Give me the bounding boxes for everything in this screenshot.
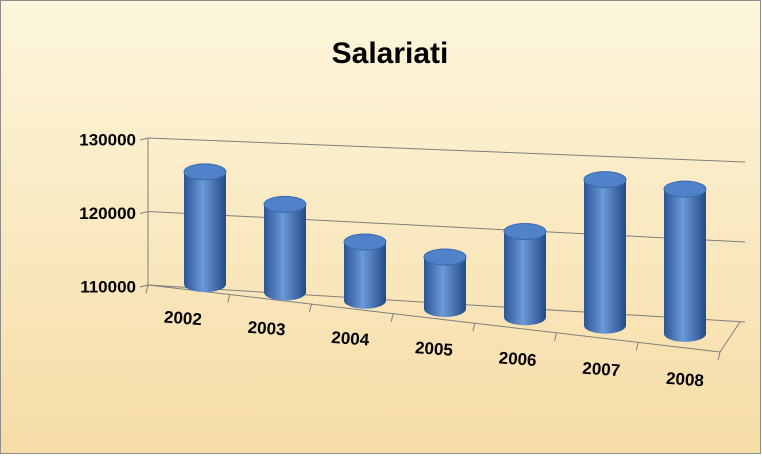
tick-mark (139, 211, 149, 214)
bar-top (503, 222, 547, 240)
bar-top (343, 233, 387, 251)
y-tick-label: 110000 (80, 277, 136, 296)
bar (584, 179, 626, 334)
bar-top (183, 163, 227, 181)
bar (424, 257, 466, 317)
bar-top (663, 180, 707, 198)
x-tick-mark (308, 304, 312, 313)
floor-edge (147, 284, 721, 353)
x-tick-mark (145, 284, 149, 294)
x-tick-mark (717, 351, 721, 361)
x-tick-label: 2007 (582, 359, 621, 381)
bar-top (423, 248, 467, 266)
bar-top (583, 171, 627, 189)
grid-line (147, 211, 746, 243)
chart-title: Salariati (332, 37, 449, 70)
tick-mark (139, 137, 149, 141)
x-tick-mark (390, 313, 394, 322)
bar (184, 171, 226, 293)
bar (264, 204, 306, 301)
tick-mark (139, 284, 149, 288)
y-tick-label: 120000 (79, 204, 136, 223)
bar (504, 231, 546, 326)
x-tick-label: 2008 (665, 369, 704, 391)
x-tick-label: 2005 (414, 338, 453, 360)
y-tick-label: 130000 (79, 130, 136, 149)
bar (344, 242, 386, 309)
x-tick-mark (554, 332, 558, 341)
x-tick-label: 2002 (163, 308, 202, 330)
grid-line (147, 137, 746, 163)
x-tick-label: 2006 (498, 348, 537, 370)
bar (664, 189, 706, 342)
plot-area: 110000 120000 130000 2002 2003 2004 2005 2006 20… (79, 130, 746, 391)
bar-top (263, 195, 307, 213)
x-tick-mark (227, 294, 231, 303)
x-tick-mark (635, 342, 639, 351)
x-tick-label: 2003 (247, 318, 286, 340)
x-tick-mark (472, 323, 476, 332)
x-tick-label: 2004 (331, 328, 371, 350)
floor-edge (719, 321, 741, 353)
